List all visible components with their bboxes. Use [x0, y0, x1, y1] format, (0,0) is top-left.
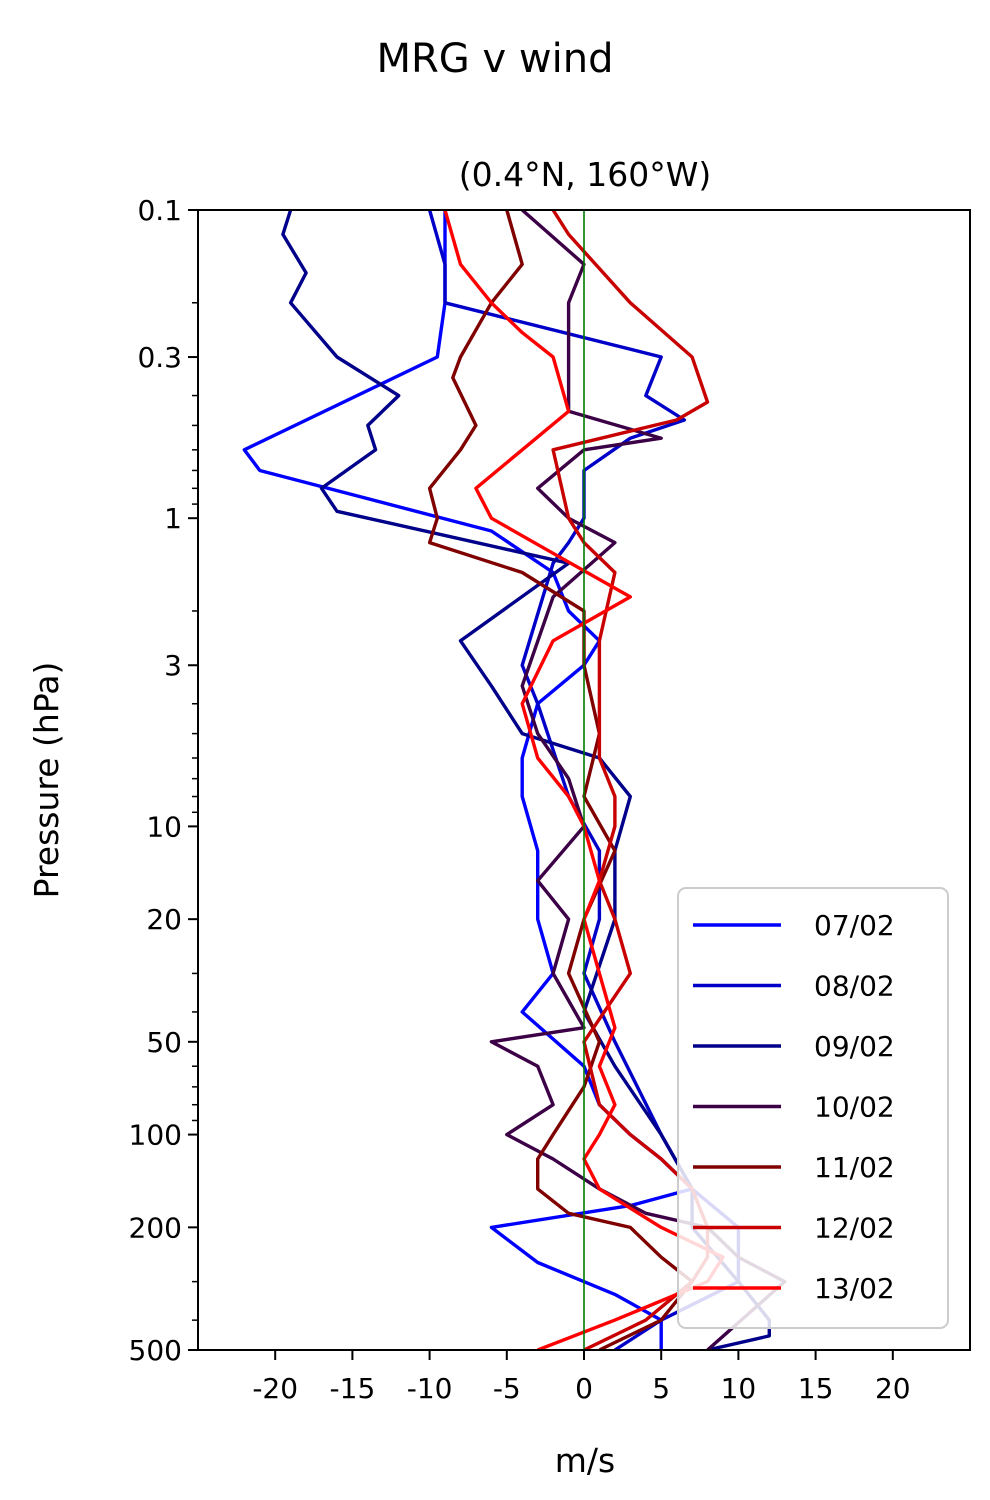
x-tick-label: -10: [407, 1372, 453, 1405]
y-tick-label: 0.3: [137, 341, 182, 374]
y-tick-label: 1: [164, 502, 182, 535]
x-tick-label: -5: [493, 1372, 521, 1405]
y-tick-label: 200: [129, 1211, 182, 1244]
y-tick-label: 10: [146, 810, 182, 843]
legend-label: 12/02: [814, 1212, 895, 1245]
chart-title: MRG v wind: [377, 36, 614, 82]
y-tick-label: 500: [129, 1334, 182, 1367]
legend: 07/02 08/02 09/02 10/02 11/02 12/02 13/02: [677, 887, 949, 1329]
chart-subtitle: (0.4°N, 160°W): [459, 155, 712, 194]
y-axis: 0.1 0.3 1 3 10 20 50 100 200 500: [129, 194, 198, 1367]
x-tick-label: 10: [721, 1372, 757, 1405]
x-tick-label: -20: [252, 1372, 298, 1405]
legend-label: 11/02: [814, 1151, 895, 1184]
x-tick-label: 5: [652, 1372, 670, 1405]
legend-label: 07/02: [814, 909, 895, 942]
x-axis: -20 -15 -10 -5 0 5 10 15 20: [252, 1350, 911, 1405]
y-tick-label: 3: [164, 649, 182, 682]
legend-label: 09/02: [814, 1030, 895, 1063]
x-axis-label: m/s: [555, 1441, 615, 1480]
x-tick-label: 20: [875, 1372, 911, 1405]
legend-label: 13/02: [814, 1272, 895, 1305]
x-tick-label: 15: [798, 1372, 834, 1405]
y-tick-label: 50: [146, 1026, 182, 1059]
legend-box: [677, 887, 949, 1329]
y-tick-label: 100: [129, 1119, 182, 1152]
series-line-07-02: [242, 210, 694, 1350]
legend-label: 08/02: [814, 970, 895, 1003]
x-tick-label: 0: [575, 1372, 593, 1405]
y-tick-label: 20: [146, 903, 182, 936]
y-axis-label: Pressure (hPa): [27, 662, 66, 899]
legend-label: 10/02: [814, 1091, 895, 1124]
y-tick-label: 0.1: [137, 194, 182, 227]
x-tick-label: -15: [330, 1372, 376, 1405]
